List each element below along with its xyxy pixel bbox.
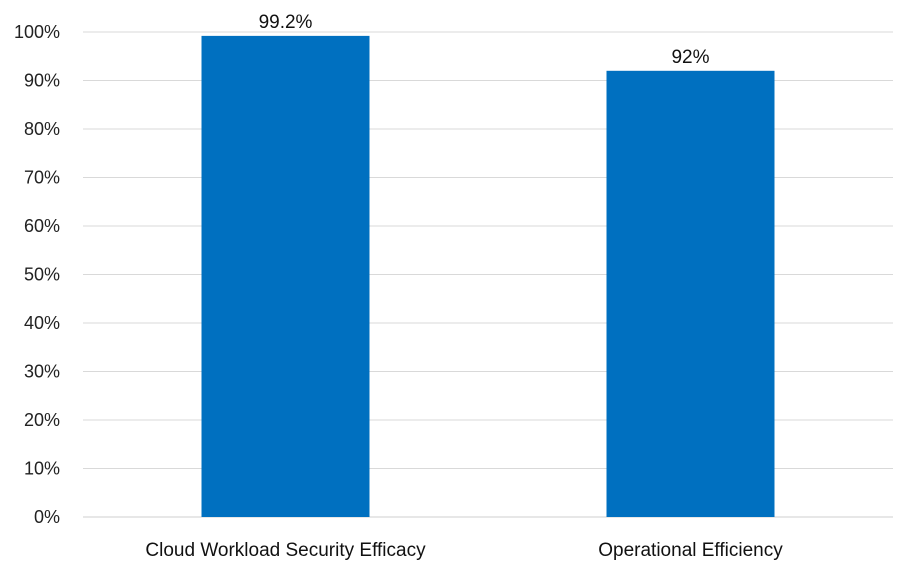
y-tick-label: 80% <box>24 119 60 139</box>
y-tick-label: 90% <box>24 71 60 91</box>
y-tick-label: 60% <box>24 216 60 236</box>
y-tick-label: 70% <box>24 168 60 188</box>
x-category-label: Cloud Workload Security Efficacy <box>145 540 426 561</box>
x-category-label: Operational Efficiency <box>598 540 783 561</box>
y-tick-label: 50% <box>24 265 60 285</box>
y-tick-label: 0% <box>34 507 60 527</box>
y-tick-label: 20% <box>24 410 60 430</box>
y-axis-tick-labels: 0% 10% 20% 30% 40% 50% 60% 70% 80% 90% 100% <box>14 22 60 527</box>
x-axis-category-labels: Cloud Workload Security Efficacy Operatio… <box>145 540 783 561</box>
y-tick-label: 100% <box>14 22 60 42</box>
y-tick-label: 40% <box>24 313 60 333</box>
bar-value-label: 99.2% <box>259 12 313 33</box>
bar-1 <box>606 70 775 518</box>
bar-0 <box>201 35 370 517</box>
bar-value-label: 92% <box>671 47 709 68</box>
y-tick-label: 10% <box>24 459 60 479</box>
data-labels: 99.2% 92% <box>259 12 710 68</box>
bars <box>201 35 775 518</box>
y-tick-label: 30% <box>24 362 60 382</box>
